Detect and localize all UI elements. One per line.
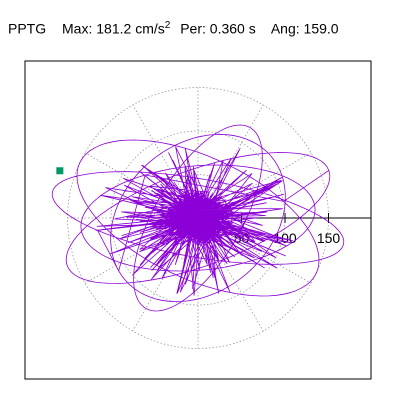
- orbit-path: [51, 124, 345, 312]
- orbit-trace: [51, 124, 345, 312]
- max-value: 181.2: [96, 20, 132, 37]
- ang-value: 159.0: [303, 20, 339, 37]
- radial-tick-label-100: 100: [273, 230, 297, 246]
- per-value: 0.360: [209, 20, 245, 37]
- plot-frame: [24, 60, 372, 380]
- orbit-marker: [56, 167, 64, 175]
- peak-marker: [56, 167, 64, 175]
- per-label: Per:: [180, 20, 206, 37]
- plot-header: PPTG Max: 181.2 cm/s2 Per: 0.360 s Ang: …: [8, 20, 339, 37]
- max-unit: cm/s: [135, 20, 165, 37]
- max-unit-exponent: 2: [164, 20, 171, 31]
- max-label: Max:: [62, 20, 93, 37]
- component-label: PPTG: [8, 20, 47, 37]
- ang-label: Ang:: [270, 20, 300, 37]
- per-unit: s: [248, 20, 256, 37]
- radial-tick-label-150: 150: [317, 230, 341, 246]
